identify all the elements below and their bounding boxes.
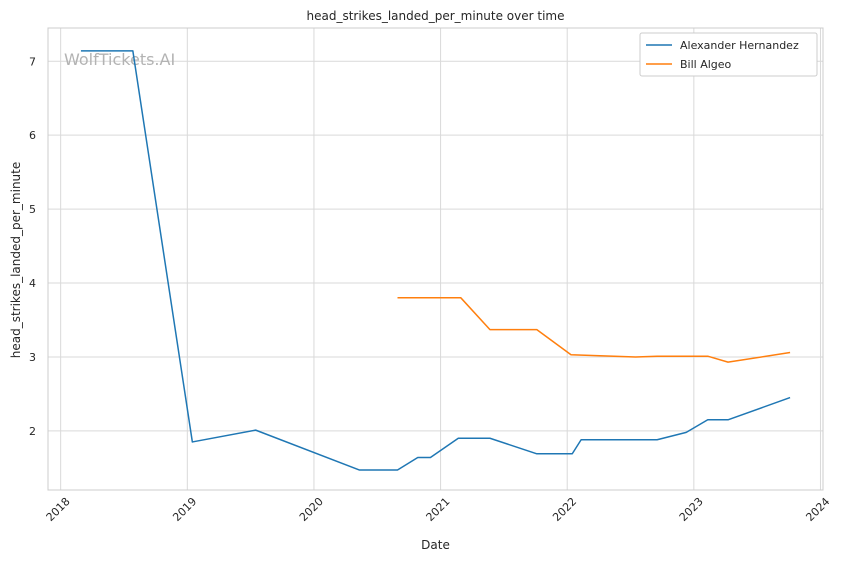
y-tick-label-4: 4 [29,277,36,290]
y-tick-label-6: 6 [29,129,36,142]
y-tick-labels: 2 3 4 5 6 7 [29,55,36,438]
y-tick-label-2: 2 [29,425,36,438]
series-layer [80,50,791,471]
y-tick-label-7: 7 [29,55,36,68]
legend: Alexander Hernandez Bill Algeo [639,32,818,77]
legend-label-bill-algeo: Bill Algeo [680,58,732,71]
y-axis-label: head_strikes_landed_per_minute [9,162,23,359]
legend-label-alexander-hernandez: Alexander Hernandez [680,39,799,52]
chart-title: head_strikes_landed_per_minute over time [306,9,564,23]
watermark: WolfTickets.AI [64,50,175,69]
x-axis-label: Date [421,538,450,552]
y-tick-label-5: 5 [29,203,36,216]
series-line-alexander-hernandez [80,50,791,471]
y-tick-label-3: 3 [29,351,36,364]
plot-frame [47,27,824,491]
legend-box [639,32,818,77]
series-line-bill-algeo [397,297,791,363]
